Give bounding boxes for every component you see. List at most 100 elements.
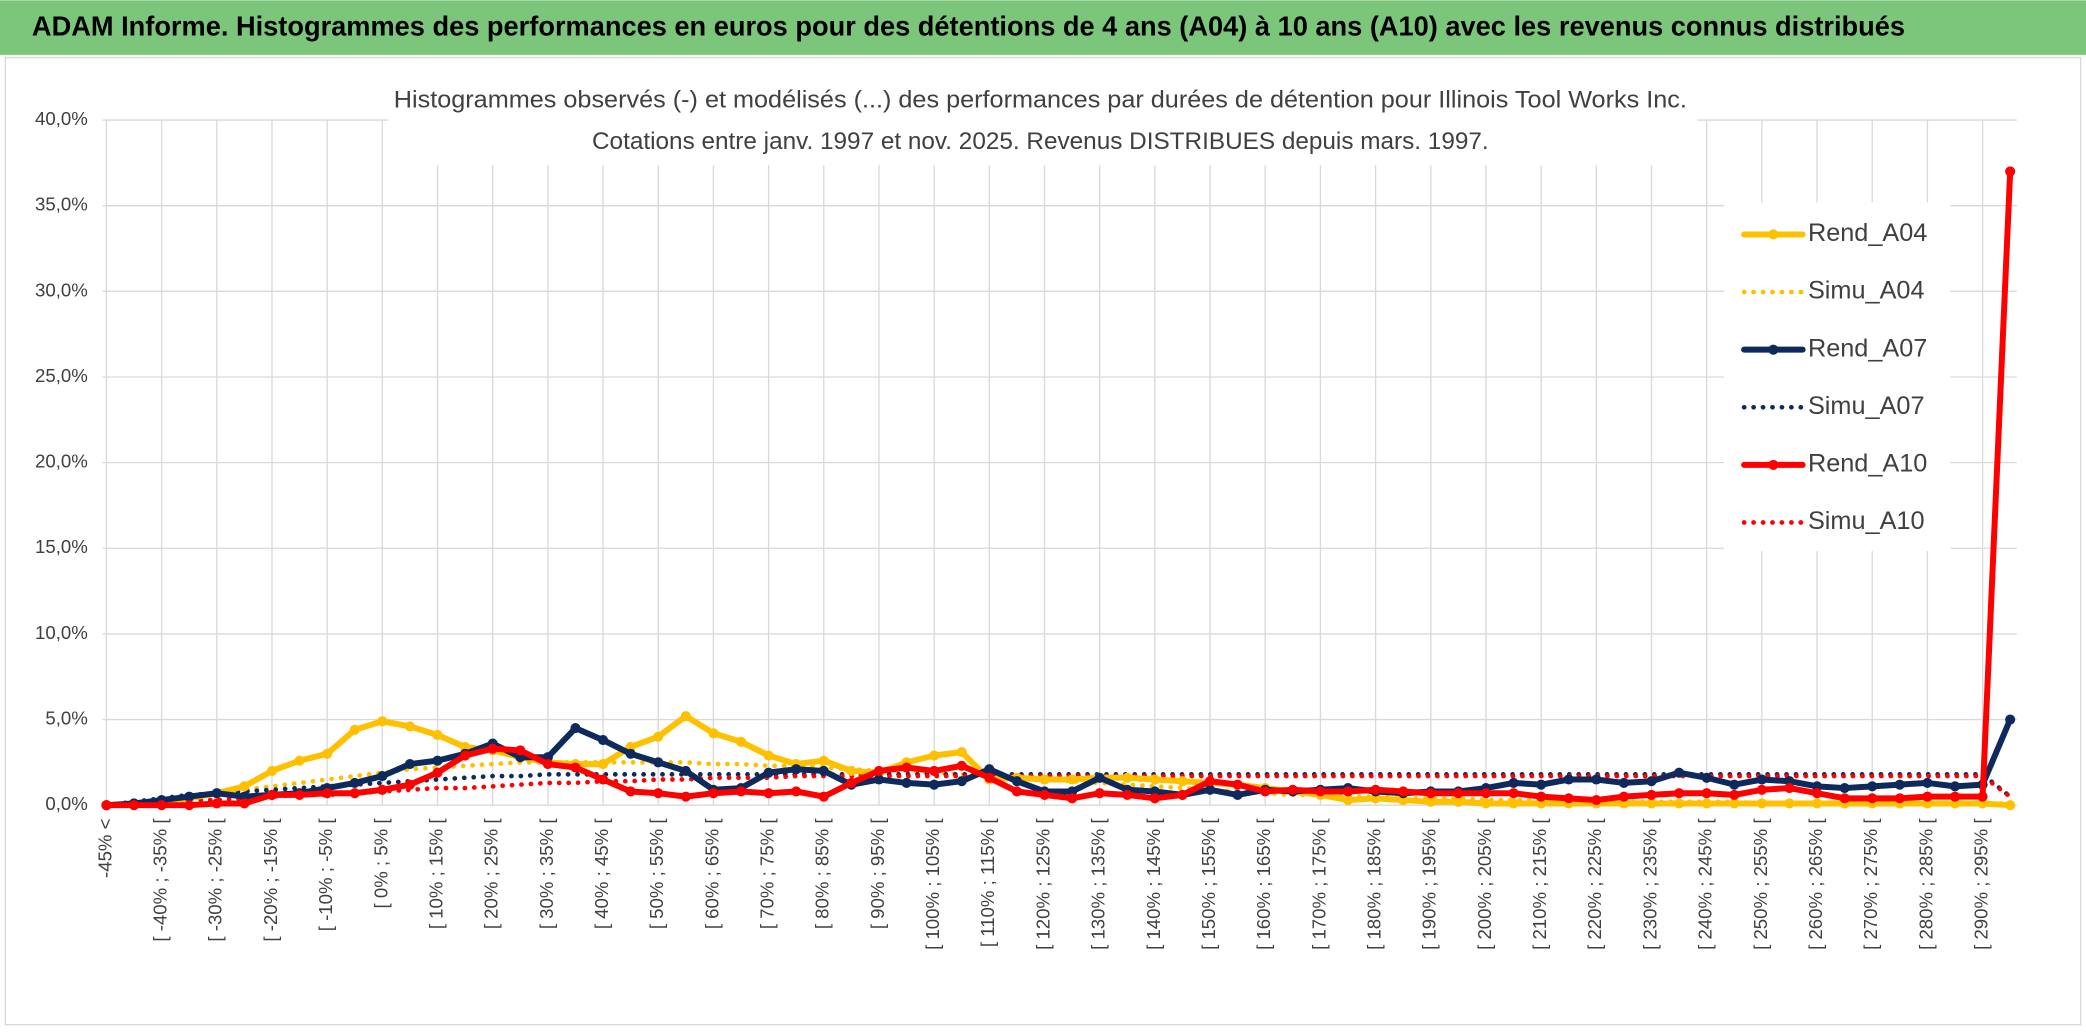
point	[1618, 777, 1629, 788]
x-tick-label: [ 140% ; 145% [	[1143, 818, 1164, 950]
x-tick-label: [ 220% ; 225% [	[1584, 818, 1605, 950]
x-tick-label: [ 150% ; 155% [	[1198, 818, 1219, 950]
point	[2005, 166, 2016, 177]
point	[653, 731, 664, 742]
y-tick-label: 5,0%	[45, 707, 87, 728]
point	[1674, 788, 1685, 799]
point	[211, 798, 222, 809]
point	[1122, 789, 1133, 800]
point	[873, 765, 885, 776]
point	[1756, 784, 1767, 795]
point	[1370, 784, 1381, 795]
point	[735, 736, 747, 747]
legend-marker	[1768, 459, 1779, 470]
point	[1591, 794, 1602, 806]
point	[1646, 789, 1657, 800]
point	[1425, 796, 1436, 807]
point	[653, 757, 664, 768]
point	[956, 776, 967, 787]
point	[211, 788, 222, 799]
point	[1591, 774, 1602, 785]
x-tick-label: [ 180% ; 185% [	[1364, 818, 1385, 950]
point	[598, 774, 609, 785]
point	[956, 760, 967, 771]
point	[1425, 788, 1436, 799]
point	[239, 798, 250, 809]
chart-title: Histogrammes observés (-) et modélisés (…	[394, 87, 1687, 114]
chart-subtitle: Cotations entre janv. 1997 et nov. 2025.…	[592, 128, 1489, 155]
point	[956, 747, 967, 758]
point	[1508, 798, 1519, 809]
point	[763, 767, 774, 778]
point	[239, 781, 250, 792]
y-tick-label: 35,0%	[35, 194, 88, 215]
point	[1922, 791, 1933, 802]
x-tick-label: [ -10% ; -5% [	[315, 818, 336, 932]
x-tick-label: [ 260% ; 265% [	[1805, 818, 1826, 950]
point	[846, 765, 857, 776]
point	[1177, 789, 1188, 800]
point	[1480, 788, 1492, 799]
x-tick-label: [ 30% ; 35% [	[536, 818, 557, 930]
point	[625, 748, 636, 759]
point	[1729, 779, 1740, 790]
point	[708, 728, 719, 739]
point	[1949, 791, 1961, 802]
point	[1480, 798, 1492, 809]
point	[1646, 798, 1657, 809]
header-bar	[0, 0, 2086, 55]
x-tick-label: [ 250% ; 255% [	[1750, 818, 1771, 950]
point	[1839, 783, 1850, 794]
x-tick-label: [ 10% ; 15% [	[425, 818, 446, 930]
point	[404, 721, 415, 732]
point	[929, 765, 940, 776]
point	[349, 777, 360, 788]
point	[1701, 788, 1712, 799]
point	[460, 750, 471, 761]
point	[432, 767, 443, 778]
point	[1563, 774, 1574, 785]
point	[1260, 786, 1271, 797]
point	[377, 784, 388, 795]
point	[680, 711, 691, 722]
point	[487, 743, 498, 754]
legend-marker	[1768, 229, 1779, 240]
point	[1342, 786, 1354, 797]
point	[680, 765, 691, 776]
point	[1094, 788, 1105, 799]
point	[184, 791, 195, 802]
y-tick-label: 30,0%	[35, 279, 88, 300]
point	[1674, 767, 1685, 778]
point	[1811, 798, 1823, 809]
y-tick-label: 10,0%	[35, 622, 88, 643]
legend-label: Simu_A10	[1808, 507, 1925, 535]
point	[377, 716, 388, 727]
y-tick-label: 15,0%	[35, 536, 88, 557]
point	[322, 748, 333, 759]
point	[1177, 776, 1188, 787]
point	[1204, 776, 1216, 787]
point	[1839, 793, 1850, 804]
x-tick-label: [ -40% ; -35% [	[150, 818, 171, 942]
point	[349, 724, 360, 735]
point	[322, 788, 333, 799]
title-background	[388, 82, 1698, 166]
x-tick-label: [ 40% ; 45% [	[591, 818, 612, 930]
x-tick-label: [ 80% ; 85% [	[812, 818, 833, 930]
point	[266, 765, 278, 776]
point	[1536, 779, 1547, 790]
x-tick-label: [ 290% ; 295% [	[1971, 818, 1992, 950]
x-tick-label: [ 90% ; 95% [	[867, 818, 888, 930]
point	[1067, 793, 1078, 804]
point	[1149, 793, 1160, 804]
point	[1922, 777, 1933, 788]
legend-label: Rend_A07	[1808, 334, 1927, 362]
point	[349, 788, 360, 799]
point	[570, 762, 581, 773]
point	[570, 723, 581, 734]
legend-background	[1724, 202, 1951, 552]
observed-line	[103, 713, 2014, 809]
point	[377, 771, 388, 782]
point	[1618, 791, 1629, 802]
x-tick-label: [ 270% ; 275% [	[1860, 818, 1881, 950]
